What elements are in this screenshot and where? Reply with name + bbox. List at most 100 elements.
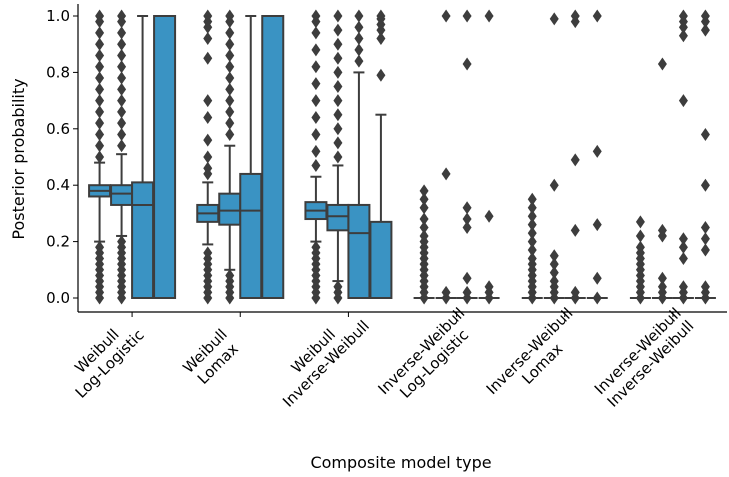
outlier-point [678, 252, 688, 266]
y-tick-label: 1.0 [46, 7, 70, 25]
outlier-point [117, 127, 127, 141]
outlier-point [484, 280, 494, 294]
box [672, 9, 694, 305]
box [521, 192, 543, 305]
outlier-point [311, 77, 321, 91]
outlier-point [462, 285, 472, 299]
outlier-point [570, 9, 580, 23]
outlier-point [117, 48, 127, 62]
outlier-point [311, 127, 321, 141]
x-tick-label: Inverse-WeibullLomax [483, 304, 590, 411]
outlier-point [203, 150, 213, 164]
outlier-point [95, 139, 105, 153]
outlier-point [95, 105, 105, 119]
y-axis-label: Posterior probability [9, 78, 28, 239]
box [347, 9, 371, 299]
box-body [369, 220, 393, 299]
box [369, 9, 393, 299]
box-body [131, 181, 155, 300]
box [694, 9, 716, 305]
outlier-point [376, 68, 386, 82]
outlier-point [333, 37, 343, 51]
outlier-point [657, 57, 667, 71]
box [88, 9, 112, 305]
outlier-point [549, 266, 559, 280]
outlier-point [225, 116, 235, 130]
outlier-point [225, 37, 235, 51]
outlier-point [225, 9, 235, 23]
box [586, 9, 608, 305]
outlier-point [203, 51, 213, 65]
outlier-point [203, 111, 213, 125]
x-tick-label: Inverse-WeibullInverse-Weibull [591, 304, 698, 411]
outlier-point [441, 9, 451, 23]
outlier-point [592, 271, 602, 285]
outlier-point [635, 229, 645, 243]
outlier-point [354, 32, 364, 46]
outlier-point [203, 94, 213, 108]
outlier-point [225, 48, 235, 62]
outlier-point [354, 9, 364, 23]
box-body [326, 203, 350, 232]
outlier-point [311, 9, 321, 23]
outlier-point [95, 9, 105, 23]
outlier-point [311, 111, 321, 125]
outlier-point [678, 232, 688, 246]
outlier-point [527, 252, 537, 266]
outlier-point [700, 243, 710, 257]
outlier-point [117, 60, 127, 74]
box-body [261, 15, 285, 299]
outlier-point [117, 71, 127, 85]
box [218, 9, 242, 305]
box [413, 184, 435, 305]
outlier-point [225, 71, 235, 85]
box-group [413, 9, 500, 305]
outlier-point [527, 209, 537, 223]
outlier-point [419, 192, 429, 206]
outlier-point [117, 37, 127, 51]
x-axis-label: Composite model type [310, 453, 491, 472]
box [153, 15, 177, 299]
outlier-point [311, 43, 321, 57]
outlier-point [333, 280, 343, 294]
y-tick-label: 0.2 [46, 233, 70, 251]
outlier-point [527, 226, 537, 240]
outlier-point [333, 136, 343, 150]
outlier-point [549, 274, 559, 288]
box [261, 15, 285, 299]
outlier-point [549, 178, 559, 192]
outlier-point [333, 51, 343, 65]
outlier-point [462, 57, 472, 71]
outlier-point [333, 150, 343, 164]
outlier-point [700, 23, 710, 37]
outlier-point [462, 221, 472, 234]
outlier-point [678, 240, 688, 254]
outlier-point [700, 221, 710, 234]
outlier-point [225, 82, 235, 96]
outlier-point [333, 23, 343, 37]
box-group [88, 9, 177, 305]
outlier-point [376, 9, 386, 23]
box-body [110, 184, 134, 206]
outlier-point [225, 60, 235, 74]
outlier-point [333, 108, 343, 122]
x-tick-label: WeibullLog-Logistic [59, 313, 148, 402]
outlier-point [117, 26, 127, 40]
outlier-point [203, 133, 213, 147]
outlier-point [419, 212, 429, 226]
box [131, 15, 155, 300]
outlier-point [419, 201, 429, 215]
outlier-point [203, 9, 213, 23]
outlier-point [419, 229, 429, 243]
outlier-point [484, 209, 494, 223]
outlier-point [700, 178, 710, 192]
outlier-point [484, 9, 494, 23]
outlier-point [700, 232, 710, 246]
y-axis: 0.0 0.2 0.4 0.6 0.8 1.0 [46, 4, 79, 312]
x-tick-label: WeibullLomax [179, 325, 243, 389]
outlier-point [527, 243, 537, 257]
outlier-point [657, 223, 667, 237]
outlier-point [117, 9, 127, 23]
outlier-point [203, 32, 213, 46]
